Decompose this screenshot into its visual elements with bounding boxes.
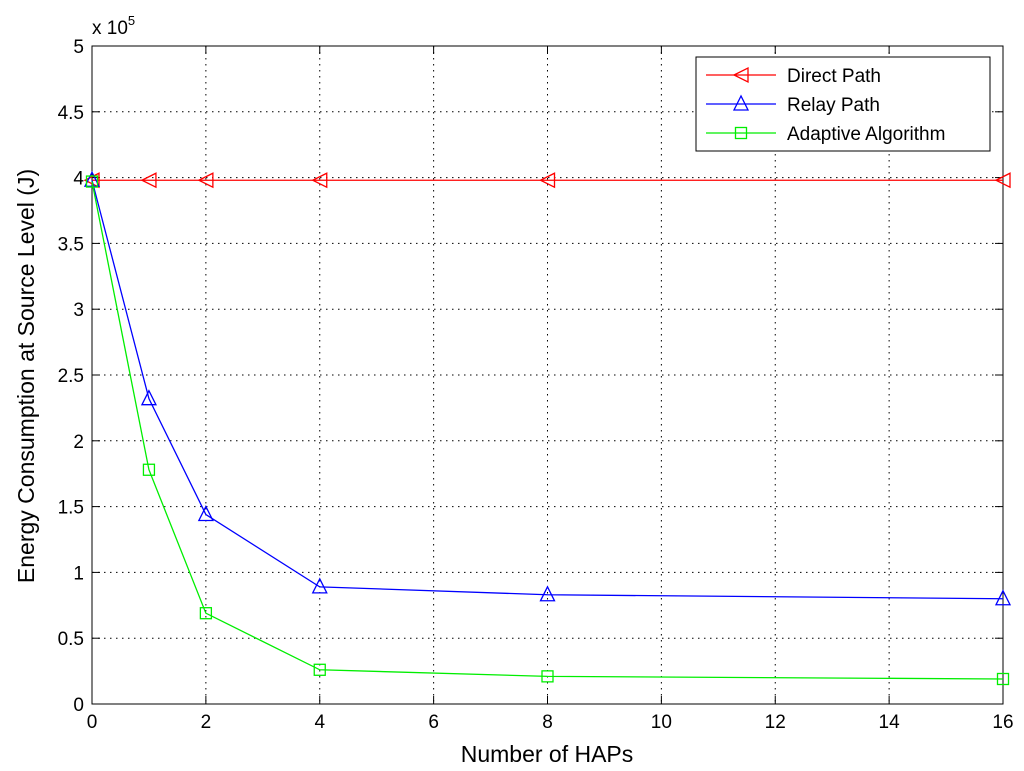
x-axis-label: Number of HAPs <box>461 741 634 767</box>
data-point-relay-path <box>539 585 556 602</box>
data-point-relay-path <box>197 505 214 522</box>
legend-item-relay-path: Relay Path <box>706 94 880 116</box>
data-point-relay-path <box>311 577 328 594</box>
legend-label: Relay Path <box>787 95 880 116</box>
tick-labels: 0 2 4 6 8 10 12 14 16 0 0.5 1 1.5 2 2.5 3 3.5 4 4.5 5 <box>58 37 1014 733</box>
data-point-direct-path <box>311 172 328 189</box>
x-tick-label: 8 <box>542 712 553 733</box>
x-tick-label: 0 <box>87 712 98 733</box>
y-tick-label: 1 <box>73 563 84 584</box>
x-tick-label: 4 <box>314 712 325 733</box>
axis-ticks <box>91 45 1004 705</box>
legend-marker <box>732 66 749 84</box>
y-tick-label: 2.5 <box>58 366 84 387</box>
y-multiplier-label: x 105 <box>92 13 135 39</box>
y-tick-label: 3 <box>73 300 84 321</box>
data-point-adaptive-algorithm <box>199 607 213 620</box>
series-line-adaptive-algorithm <box>91 181 1004 680</box>
legend-item-direct-path: Direct Path <box>706 66 881 87</box>
data-point-direct-path <box>539 172 556 189</box>
y-tick-label: 5 <box>73 37 84 58</box>
legend-marker <box>734 126 748 140</box>
legend-label: Direct Path <box>787 66 881 87</box>
data-point-relay-path <box>994 589 1012 606</box>
data-point-direct-path <box>140 172 157 189</box>
series-group <box>83 170 1012 686</box>
y-tick-label: 3.5 <box>58 234 84 255</box>
x-tick-label: 6 <box>428 712 439 733</box>
data-point-direct-path <box>994 172 1011 189</box>
legend-marker <box>732 94 750 111</box>
y-axis-label: Energy Consumption at Source Level (J) <box>13 169 39 583</box>
data-point-relay-path <box>83 170 101 187</box>
legend-item-adaptive-algorithm: Adaptive Algorithm <box>706 124 945 145</box>
y-tick-label: 4.5 <box>58 103 84 124</box>
y-tick-label: 2 <box>73 432 84 453</box>
data-point-adaptive-algorithm <box>313 663 326 676</box>
data-point-direct-path <box>197 172 214 189</box>
y-tick-label: 0 <box>73 695 84 716</box>
x-tick-label: 14 <box>879 712 901 733</box>
legend-label: Adaptive Algorithm <box>787 124 945 145</box>
legend: Direct Path Relay Path Adaptive Algorithm <box>695 56 991 152</box>
y-tick-label: 1.5 <box>58 498 84 519</box>
x-tick-label: 2 <box>201 712 212 733</box>
y-tick-label: 4 <box>73 169 84 190</box>
series-adaptive-algorithm <box>85 175 1010 686</box>
data-point-relay-path <box>140 389 157 406</box>
x-tick-label: 10 <box>651 712 672 733</box>
data-point-adaptive-algorithm <box>85 175 99 188</box>
data-point-adaptive-algorithm <box>996 672 1010 686</box>
x-tick-label: 12 <box>765 712 786 733</box>
data-point-adaptive-algorithm <box>541 670 554 683</box>
x-tick-label: 16 <box>992 712 1013 733</box>
data-point-adaptive-algorithm <box>142 463 156 476</box>
y-tick-label: 0.5 <box>58 629 84 650</box>
series-line-relay-path <box>91 180 1004 600</box>
series-relay-path <box>83 170 1012 606</box>
